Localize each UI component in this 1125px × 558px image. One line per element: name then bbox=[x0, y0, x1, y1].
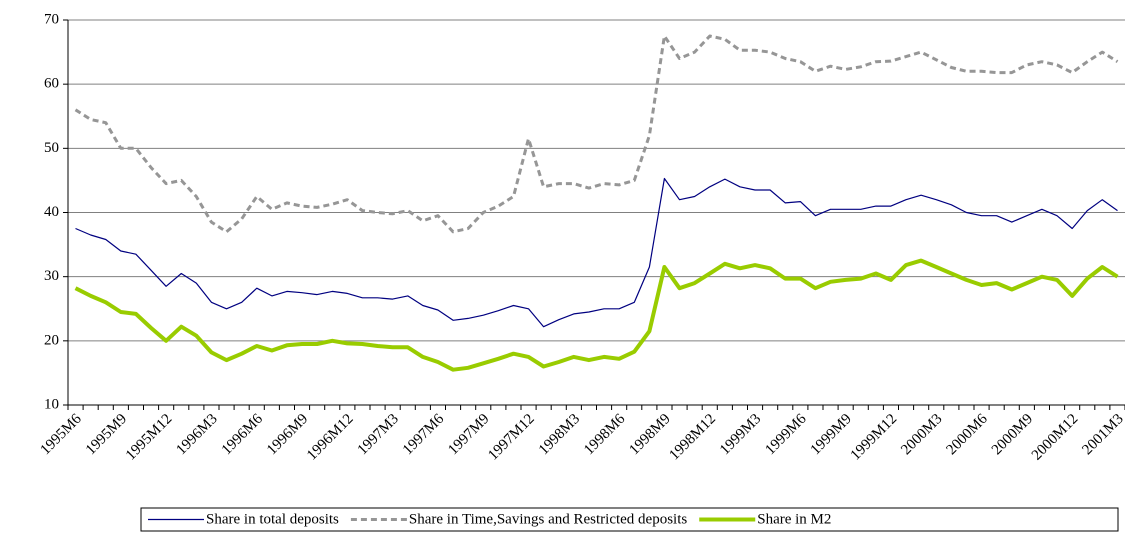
y-tick-label: 30 bbox=[44, 268, 59, 284]
x-tick-label: 1995M6 bbox=[38, 411, 86, 459]
x-tick-label: 1998M12 bbox=[666, 411, 719, 464]
x-tick-label: 1996M12 bbox=[304, 411, 357, 464]
legend-box bbox=[140, 507, 1119, 532]
x-tick-label: 1999M12 bbox=[848, 411, 901, 464]
series-line bbox=[74, 258, 1119, 372]
y-tick-label: 60 bbox=[44, 76, 59, 92]
x-tick-label: 1999M6 bbox=[762, 411, 810, 459]
legend-label: Share in total deposits bbox=[206, 511, 339, 527]
legend: Share in total deposits Share in Time,Sav… bbox=[140, 507, 1119, 532]
x-tick-label: 1997M3 bbox=[355, 411, 402, 458]
x-tick-label: 2001M3 bbox=[1079, 411, 1125, 458]
x-tick-label: 2000M6 bbox=[944, 411, 992, 459]
y-tick-label: 20 bbox=[44, 332, 59, 348]
x-tick-label: 1999M3 bbox=[717, 411, 764, 458]
x-tick-label: 1998M6 bbox=[581, 411, 629, 459]
x-tick-label: 2000M3 bbox=[898, 411, 945, 458]
x-tick-label: 2000M12 bbox=[1029, 411, 1082, 464]
x-tick-label: 1996M6 bbox=[219, 411, 267, 459]
x-tick-label: 1997M6 bbox=[400, 411, 448, 459]
legend-label: Share in M2 bbox=[757, 511, 831, 527]
y-tick-label: 40 bbox=[44, 204, 59, 220]
series-line bbox=[74, 34, 1119, 234]
x-tick-label: 1998M3 bbox=[536, 411, 583, 458]
y-tick-label: 50 bbox=[44, 140, 59, 156]
y-tick-label: 70 bbox=[44, 11, 59, 27]
x-tick-label: 1997M12 bbox=[485, 411, 538, 464]
x-tick-label: 1996M3 bbox=[173, 411, 220, 458]
y-tick-label: 10 bbox=[44, 396, 59, 412]
series-line bbox=[75, 177, 1118, 328]
legend-label: Share in Time,Savings and Restricted dep… bbox=[409, 511, 687, 527]
x-tick-label: 1995M12 bbox=[123, 411, 176, 464]
